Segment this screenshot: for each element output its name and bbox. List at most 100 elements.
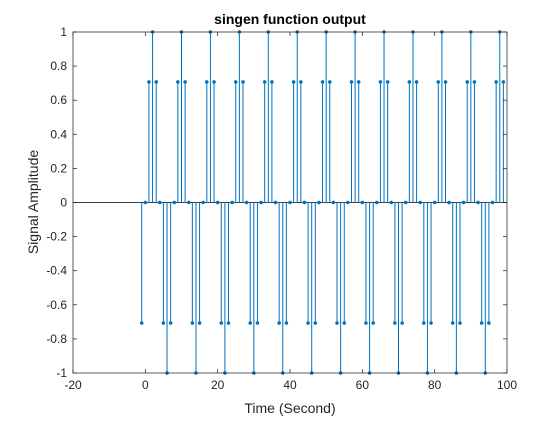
stem-marker — [291, 80, 296, 84]
stem-marker — [389, 200, 394, 205]
stem-marker — [226, 321, 231, 325]
stem-marker — [273, 200, 278, 205]
stem-marker — [327, 80, 332, 84]
stem-marker — [400, 321, 404, 325]
stem-marker — [259, 200, 263, 205]
stem-marker — [215, 200, 220, 205]
stem-marker — [360, 200, 365, 205]
stem-marker — [331, 200, 336, 205]
stem-marker — [364, 321, 368, 325]
stem-marker — [299, 80, 303, 84]
chart-title: singen function output — [214, 11, 366, 27]
y-axis-label: Signal Amplitude — [25, 150, 41, 255]
y-tick-label: -0.2 — [46, 230, 67, 244]
stem-marker — [176, 80, 180, 84]
stem-marker — [143, 200, 148, 205]
stem-marker — [161, 321, 166, 325]
stem-marker — [168, 321, 173, 325]
stem-marker — [204, 80, 209, 84]
stem-marker — [230, 200, 234, 205]
markers-layer — [139, 30, 506, 375]
stem-marker — [476, 200, 480, 205]
stem-marker — [317, 200, 321, 205]
stem-marker — [172, 200, 177, 205]
stem-marker — [241, 80, 245, 84]
stem-marker — [393, 321, 397, 325]
stem-marker — [262, 80, 267, 84]
stem-marker — [335, 321, 339, 325]
stem-marker — [212, 80, 216, 84]
y-tick-label: 0 — [60, 196, 67, 210]
stem-marker — [186, 200, 191, 205]
stem-marker — [447, 200, 451, 205]
stem-marker — [385, 80, 390, 84]
stem-marker — [346, 200, 350, 205]
stem-marker — [306, 321, 310, 325]
stem-marker — [374, 200, 379, 205]
stem-marker — [414, 80, 419, 84]
stem-marker — [244, 200, 249, 205]
y-tick-label: 0.2 — [50, 161, 67, 175]
x-axis-label: Time (Second) — [244, 400, 335, 416]
stem-marker — [436, 80, 441, 84]
stem-marker — [270, 80, 274, 84]
stem-marker — [190, 321, 195, 325]
y-tick-label: 0.4 — [50, 127, 67, 141]
stem-marker — [342, 321, 347, 325]
stem-marker — [429, 321, 433, 325]
y-tick-label: -0.4 — [46, 264, 67, 278]
stem-marker — [248, 321, 253, 325]
stem-marker — [277, 321, 281, 325]
stem-marker — [378, 80, 383, 84]
stem-marker — [490, 200, 495, 205]
stem-marker — [494, 80, 498, 84]
stem-marker — [443, 80, 448, 84]
ticks-layer — [72, 31, 508, 374]
stem-marker — [407, 80, 412, 84]
stem-marker — [154, 80, 159, 84]
y-tick-label: -1 — [56, 366, 67, 380]
stem-marker — [284, 321, 289, 325]
stem-marker — [461, 200, 466, 205]
x-tick-labels: -20 0 20 40 60 80 100 — [64, 378, 517, 392]
stem-marker — [479, 321, 484, 325]
stem-marker — [219, 321, 224, 325]
stem-marker — [501, 80, 506, 84]
stem-marker — [197, 321, 202, 325]
stem-marker — [458, 321, 462, 325]
stem-marker — [403, 200, 408, 205]
stem-marker — [487, 321, 491, 325]
stem-marker — [432, 200, 437, 205]
x-tick-label: -20 — [64, 378, 82, 392]
stem-marker — [465, 80, 470, 84]
stem-marker — [313, 321, 318, 325]
x-tick-label: 20 — [211, 378, 225, 392]
stem-marker — [255, 321, 260, 325]
x-tick-label: 40 — [283, 378, 297, 392]
stem-marker — [302, 200, 307, 205]
stem-marker — [288, 200, 292, 205]
stem-marker — [157, 200, 162, 205]
stem-marker — [147, 80, 151, 84]
x-tick-label: 100 — [497, 378, 517, 392]
x-tick-label: 80 — [428, 378, 442, 392]
stem-marker — [421, 321, 426, 325]
stem-marker — [450, 321, 455, 325]
stem-marker — [320, 80, 325, 84]
stem-marker — [418, 200, 423, 205]
stem-marker — [349, 80, 354, 84]
stem-marker — [183, 80, 187, 84]
y-tick-label: -0.6 — [46, 298, 67, 312]
stem-marker — [233, 80, 238, 84]
x-tick-label: 0 — [142, 378, 149, 392]
stems-layer — [141, 32, 504, 373]
stem-marker — [201, 200, 206, 205]
y-tick-label: 0.6 — [50, 93, 67, 107]
y-tick-labels: -1 -0.8 -0.6 -0.4 -0.2 0 0.2 0.4 0.6 0.8 1 — [46, 25, 67, 380]
stem-marker — [139, 321, 144, 325]
stem-marker — [371, 321, 376, 325]
y-tick-label: 0.8 — [50, 59, 67, 73]
stem-marker — [472, 80, 477, 84]
